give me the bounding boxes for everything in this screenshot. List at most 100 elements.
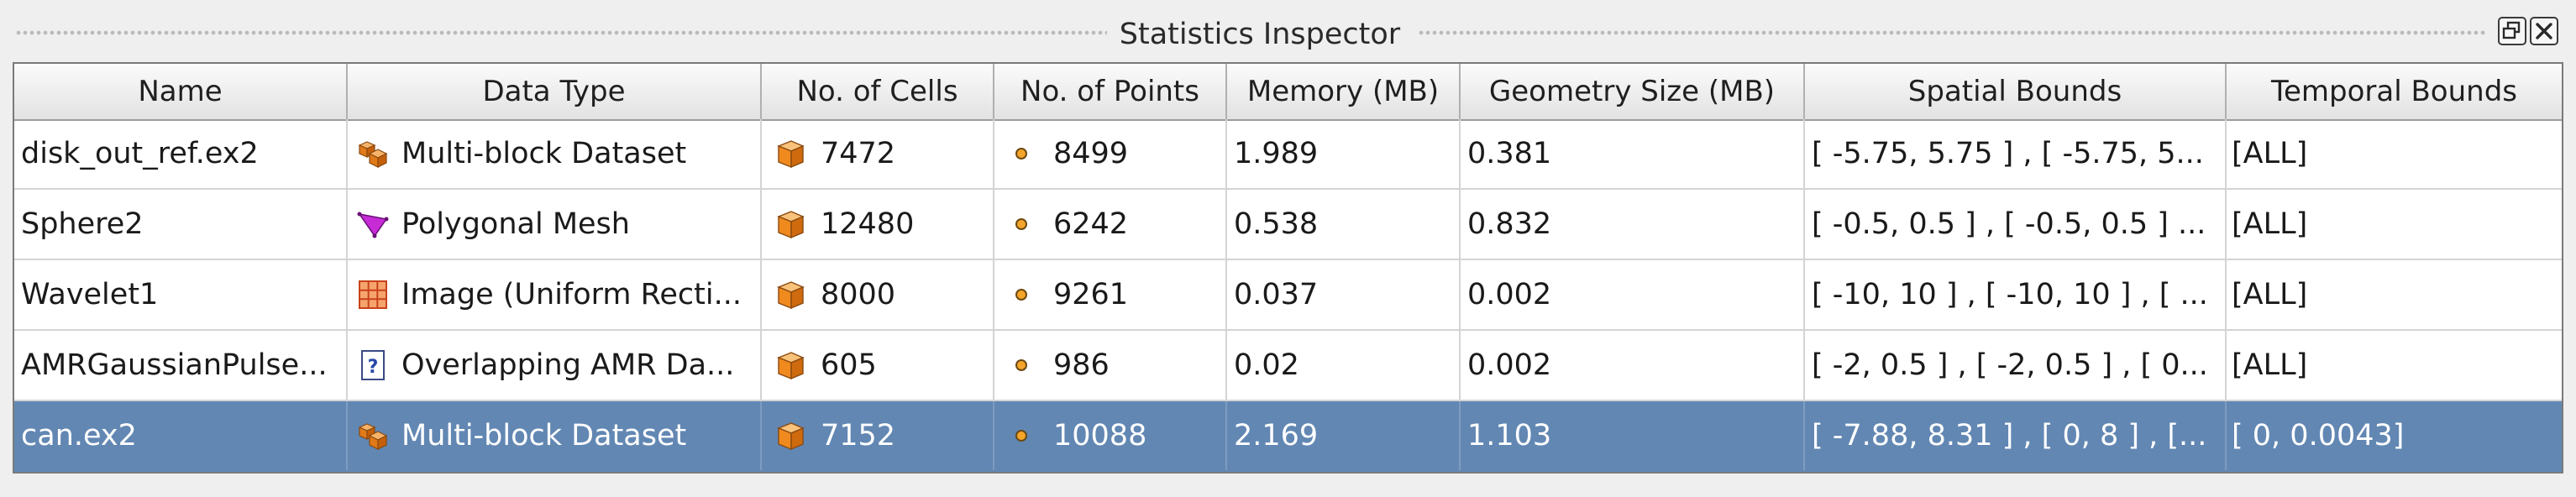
points-count: 10088 bbox=[1053, 419, 1147, 453]
table-row[interactable]: Sphere2 Polygonal Mesh 12480 6242 0.538 … bbox=[14, 190, 2562, 260]
temporal-bounds-value: [ 0, 0.0043] bbox=[2232, 419, 2405, 453]
multiblock-dataset-icon bbox=[356, 137, 390, 170]
cell-data-type: Multi-block Dataset bbox=[348, 119, 762, 188]
column-header-cells[interactable]: No. of Cells bbox=[762, 64, 994, 119]
cell-cube-icon bbox=[774, 278, 807, 311]
geometry-size-value: 0.832 bbox=[1467, 207, 1552, 241]
point-icon bbox=[1013, 216, 1030, 233]
float-window-button[interactable] bbox=[2498, 17, 2526, 45]
column-header-memory[interactable]: Memory (MB) bbox=[1227, 64, 1461, 119]
name-text: can.ex2 bbox=[21, 419, 137, 453]
cell-spatial-bounds: [ -0.5, 0.5 ] , [ -0.5, 0.5 ] ... bbox=[1805, 190, 2227, 259]
memory-value: 0.037 bbox=[1234, 278, 1319, 311]
cell-geometry-size: 0.002 bbox=[1461, 260, 1805, 329]
cell-cells: 12480 bbox=[762, 190, 994, 259]
cells-count: 7472 bbox=[821, 137, 896, 170]
cell-geometry-size: 0.002 bbox=[1461, 331, 1805, 400]
point-icon bbox=[1013, 427, 1030, 444]
cell-data-type: Image (Uniform Recti... bbox=[348, 260, 762, 329]
cells-count: 7152 bbox=[821, 419, 896, 453]
column-header-data-type[interactable]: Data Type bbox=[348, 64, 762, 119]
spatial-bounds-value: [ -5.75, 5.75 ] , [ -5.75, 5... bbox=[1812, 137, 2204, 170]
geometry-size-value: 0.381 bbox=[1467, 137, 1552, 170]
table-row[interactable]: AMRGaussianPulse... ? Overlapping AMR Da… bbox=[14, 331, 2562, 401]
cell-points: 9261 bbox=[994, 260, 1227, 329]
drag-grip-right[interactable] bbox=[1418, 29, 2486, 37]
table-row[interactable]: can.ex2 Multi-block Dataset 7152 10088 2… bbox=[14, 401, 2562, 472]
point-icon bbox=[1013, 357, 1030, 374]
cell-points: 10088 bbox=[994, 401, 1227, 470]
points-count: 8499 bbox=[1053, 137, 1129, 170]
cell-temporal-bounds: [ALL] bbox=[2227, 331, 2562, 400]
memory-value: 2.169 bbox=[1234, 419, 1319, 453]
data-type-text: Multi-block Dataset bbox=[401, 419, 687, 453]
drag-grip-left[interactable] bbox=[15, 29, 1107, 37]
cell-spatial-bounds: [ -7.88, 8.31 ] , [ 0, 8 ] , [... bbox=[1805, 401, 2227, 470]
cell-geometry-size: 1.103 bbox=[1461, 401, 1805, 470]
cells-count: 605 bbox=[821, 348, 877, 382]
unknown-type-icon: ? bbox=[356, 348, 390, 382]
name-text: disk_out_ref.ex2 bbox=[21, 137, 259, 170]
temporal-bounds-value: [ALL] bbox=[2232, 137, 2308, 170]
cell-cube-icon bbox=[774, 419, 807, 453]
name-text: Wavelet1 bbox=[21, 278, 159, 311]
temporal-bounds-value: [ALL] bbox=[2232, 207, 2308, 241]
cell-points: 6242 bbox=[994, 190, 1227, 259]
geometry-size-value: 0.002 bbox=[1467, 348, 1552, 382]
memory-value: 0.02 bbox=[1234, 348, 1299, 382]
cell-memory: 2.169 bbox=[1227, 401, 1461, 470]
cell-memory: 0.02 bbox=[1227, 331, 1461, 400]
column-header-name[interactable]: Name bbox=[14, 64, 348, 119]
cells-count: 12480 bbox=[821, 207, 915, 241]
spatial-bounds-value: [ -2, 0.5 ] , [ -2, 0.5 ] , [ 0... bbox=[1812, 348, 2208, 382]
column-header-spatial-bounds[interactable]: Spatial Bounds bbox=[1805, 64, 2227, 119]
data-type-text: Polygonal Mesh bbox=[401, 207, 630, 241]
cell-spatial-bounds: [ -5.75, 5.75 ] , [ -5.75, 5... bbox=[1805, 119, 2227, 188]
data-type-text: Multi-block Dataset bbox=[401, 137, 687, 170]
table-row[interactable]: disk_out_ref.ex2 Multi-block Dataset 747… bbox=[14, 119, 2562, 190]
svg-text:?: ? bbox=[368, 357, 379, 378]
close-panel-button[interactable] bbox=[2530, 17, 2558, 45]
cell-name: can.ex2 bbox=[14, 401, 348, 470]
point-icon bbox=[1013, 286, 1030, 303]
cell-name: disk_out_ref.ex2 bbox=[14, 119, 348, 188]
points-count: 9261 bbox=[1053, 278, 1129, 311]
column-header-points[interactable]: No. of Points bbox=[994, 64, 1227, 119]
cell-geometry-size: 0.832 bbox=[1461, 190, 1805, 259]
cell-cells: 8000 bbox=[762, 260, 994, 329]
cell-data-type: Polygonal Mesh bbox=[348, 190, 762, 259]
cell-geometry-size: 0.381 bbox=[1461, 119, 1805, 188]
cell-name: Wavelet1 bbox=[14, 260, 348, 329]
cell-temporal-bounds: [ALL] bbox=[2227, 260, 2562, 329]
image-grid-icon bbox=[356, 278, 390, 311]
spatial-bounds-value: [ -7.88, 8.31 ] , [ 0, 8 ] , [... bbox=[1812, 419, 2207, 453]
column-header-temporal-bounds[interactable]: Temporal Bounds bbox=[2270, 75, 2517, 108]
data-type-text: Image (Uniform Recti... bbox=[401, 278, 742, 311]
float-window-icon bbox=[2502, 21, 2521, 39]
statistics-table[interactable]: Name Data Type No. of Cells No. of Point… bbox=[13, 62, 2563, 473]
cell-points: 986 bbox=[994, 331, 1227, 400]
cell-name: Sphere2 bbox=[14, 190, 348, 259]
name-text: AMRGaussianPulse... bbox=[21, 348, 328, 382]
point-icon bbox=[1013, 145, 1030, 162]
table-row[interactable]: Wavelet1 Image (Uniform Recti... 8000 92… bbox=[14, 260, 2562, 331]
cell-name: AMRGaussianPulse... bbox=[14, 331, 348, 400]
column-header-geometry-size[interactable]: Geometry Size (MB) bbox=[1461, 64, 1805, 119]
points-count: 986 bbox=[1053, 348, 1110, 382]
cell-spatial-bounds: [ -10, 10 ] , [ -10, 10 ] , [ ... bbox=[1805, 260, 2227, 329]
cell-memory: 1.989 bbox=[1227, 119, 1461, 188]
panel-title-bar[interactable]: Statistics Inspector bbox=[0, 0, 2576, 64]
temporal-bounds-value: [ALL] bbox=[2232, 278, 2308, 311]
cell-memory: 0.538 bbox=[1227, 190, 1461, 259]
cell-points: 8499 bbox=[994, 119, 1227, 188]
geometry-size-value: 0.002 bbox=[1467, 278, 1552, 311]
memory-value: 0.538 bbox=[1234, 207, 1319, 241]
cell-spatial-bounds: [ -2, 0.5 ] , [ -2, 0.5 ] , [ 0... bbox=[1805, 331, 2227, 400]
panel-title: Statistics Inspector bbox=[1119, 18, 1401, 51]
cell-data-type: Multi-block Dataset bbox=[348, 401, 762, 470]
spatial-bounds-value: [ -10, 10 ] , [ -10, 10 ] , [ ... bbox=[1812, 278, 2208, 311]
table-header: Name Data Type No. of Cells No. of Point… bbox=[14, 64, 2562, 121]
cell-temporal-bounds: [ALL] bbox=[2227, 119, 2562, 188]
spatial-bounds-value: [ -0.5, 0.5 ] , [ -0.5, 0.5 ] ... bbox=[1812, 207, 2206, 241]
